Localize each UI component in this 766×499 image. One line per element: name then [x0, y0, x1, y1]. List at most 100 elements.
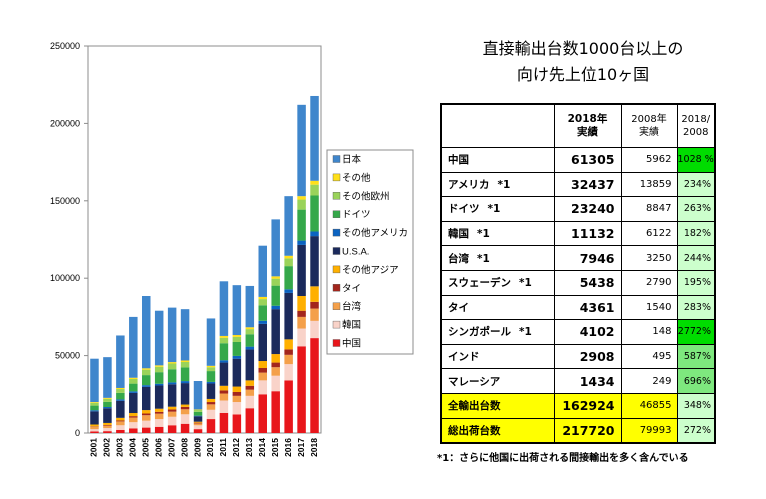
legend-label: 日本: [342, 154, 362, 166]
bar-segment-other-america-2018: [310, 231, 319, 237]
table-row: タイ 4361 1540 283%: [440, 294, 716, 321]
value-2018-cell: 2908: [553, 343, 622, 370]
bar-segment-taiwan-2006: [154, 413, 164, 420]
country-cell: 韓国 *1: [440, 220, 555, 247]
legend-swatch: [332, 210, 341, 218]
value-2008-cell: 1540: [620, 294, 678, 321]
bar-segment-usa-2011: [219, 362, 229, 386]
country-footnote-mark: *1: [487, 203, 501, 216]
bar-segment-thailand-2002: [103, 424, 112, 426]
bar-segment-other-america-2014: [258, 320, 267, 324]
bar-segment-other-asia-2007: [167, 406, 177, 410]
bar-segment-germany-2004: [129, 383, 138, 392]
bar-segment-china-2001: [90, 431, 99, 433]
bar-segment-other-europe-2006: [154, 366, 164, 373]
bar-segment-usa-2007: [167, 384, 177, 407]
bar-segment-taiwan-2013: [245, 389, 255, 396]
legend-swatch: [332, 173, 341, 182]
x-tick-label: 2004: [128, 438, 138, 457]
bar-segment-other-asia-2011: [219, 385, 229, 391]
y-tick-label: 100000: [50, 273, 80, 283]
table-row: ドイツ *1 23240 8847 263%: [440, 196, 716, 222]
value-2018-cell: 4361: [553, 294, 622, 321]
bar-segment-other-europe-2002: [103, 398, 112, 402]
bar-segment-germany-2002: [103, 401, 112, 407]
country-name: 総出荷台数: [448, 424, 501, 437]
bar-segment-japan-2007: [167, 307, 177, 363]
bar-segment-thailand-2011: [219, 390, 229, 394]
bar-segment-other-europe-2011: [219, 337, 229, 344]
bar-segment-taiwan-2015: [271, 367, 280, 376]
bar-segment-germany-2003: [116, 392, 125, 400]
bar-segment-germany-2018: [310, 195, 319, 232]
value-2018-cell: 162924: [553, 392, 622, 419]
bar-segment-japan-2005: [142, 296, 151, 369]
bar-segment-korea-2008: [180, 414, 190, 424]
bar-segment-korea-2009: [193, 425, 203, 430]
bar-segment-korea-2001: [90, 429, 99, 432]
bar-segment-korea-2007: [167, 416, 177, 426]
table-row: 全輸出台数 162924 46855 348%: [440, 392, 716, 419]
bar-segment-japan-2018: [310, 95, 319, 181]
country-footnote-mark: *1: [497, 178, 511, 191]
bar-segment-other-europe-2003: [116, 389, 125, 393]
country-cell: ドイツ *1: [440, 196, 555, 222]
bar-segment-japan-2003: [116, 335, 125, 388]
country-footnote-mark: *1: [477, 252, 490, 265]
legend-swatch: [332, 247, 341, 255]
table-body: 中国 61305 5962 1028 % アメリカ *1 32437 13859 234% ドイツ…: [440, 147, 716, 444]
x-tick-label: 2006: [153, 438, 163, 457]
country-name: スウェーデン: [448, 277, 511, 290]
bar-segment-thailand-2006: [154, 411, 164, 414]
x-tick-label: 2010: [205, 438, 215, 457]
bar-segment-other-europe-2005: [142, 369, 151, 376]
bar-segment-other-asia-2010: [206, 398, 216, 403]
value-2008-cell: 3250: [620, 245, 678, 271]
bar-segment-japan-2001: [90, 358, 99, 403]
bar-segment-thailand-2005: [142, 413, 151, 416]
bar-segment-other-asia-2001: [90, 424, 99, 427]
bar-segment-other-europe-2012: [232, 336, 242, 342]
table-title-line2: 向け先上位10ヶ国: [516, 65, 650, 84]
bar-segment-taiwan-2002: [103, 425, 112, 429]
bar-segment-china-2005: [142, 427, 151, 433]
legend-item-other: その他: [332, 172, 371, 184]
x-tick-label: 2008: [179, 438, 189, 457]
ratio-cell: 587%: [676, 343, 716, 370]
bar-segment-germany-2008: [180, 367, 190, 382]
bar-segment-other-europe-2016: [284, 258, 293, 267]
bar-segment-japan-2009: [193, 380, 203, 410]
legend-label: 韓国: [342, 320, 361, 331]
bar-segment-korea-2016: [284, 364, 293, 381]
x-tick-label: 2012: [231, 438, 241, 457]
bar-segment-taiwan-2018: [310, 308, 319, 321]
country-footnote-mark: *1: [477, 228, 490, 241]
table-row: インド 2908 495 587%: [440, 343, 716, 370]
country-cell: タイ: [440, 294, 555, 321]
legend-box: [326, 149, 414, 355]
legend-label: 中国: [342, 338, 361, 350]
legend-item-japan: 日本: [332, 154, 362, 166]
bar-segment-korea-2012: [232, 402, 242, 415]
country-name: シンガポール: [448, 326, 511, 339]
bar-segment-other-asia-2005: [142, 410, 151, 414]
value-2018-cell: 61305: [553, 147, 622, 173]
value-2008-cell: 495: [620, 343, 678, 370]
bar-segment-other-2010: [206, 365, 216, 368]
country-name: 台湾: [448, 252, 469, 265]
y-tick-label: 200000: [50, 118, 80, 128]
y-tick-label: 250000: [50, 41, 80, 51]
legend-label: 台湾: [342, 301, 362, 313]
bar-segment-germany-2010: [206, 371, 216, 382]
legend-label: その他: [342, 172, 371, 184]
bar-segment-other-2005: [142, 368, 151, 370]
header-2018-cell: 2018年 実績: [553, 103, 622, 148]
bar-segment-other-america-2007: [167, 382, 177, 385]
bar-segment-thailand-2004: [129, 416, 138, 418]
bar-segment-taiwan-2010: [206, 404, 216, 410]
bar-segment-other-europe-2007: [167, 363, 177, 370]
bar-segment-other-america-2012: [232, 355, 242, 359]
bar-segment-china-2013: [245, 408, 255, 433]
table-title: 直接輸出台数1000台以上の 向け先上位10ヶ国: [440, 36, 726, 88]
bar-segment-japan-2012: [232, 285, 242, 336]
